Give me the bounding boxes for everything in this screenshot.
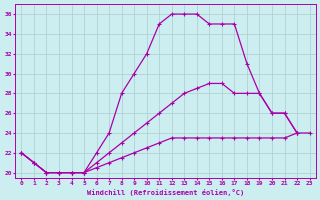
X-axis label: Windchill (Refroidissement éolien,°C): Windchill (Refroidissement éolien,°C) xyxy=(87,189,244,196)
